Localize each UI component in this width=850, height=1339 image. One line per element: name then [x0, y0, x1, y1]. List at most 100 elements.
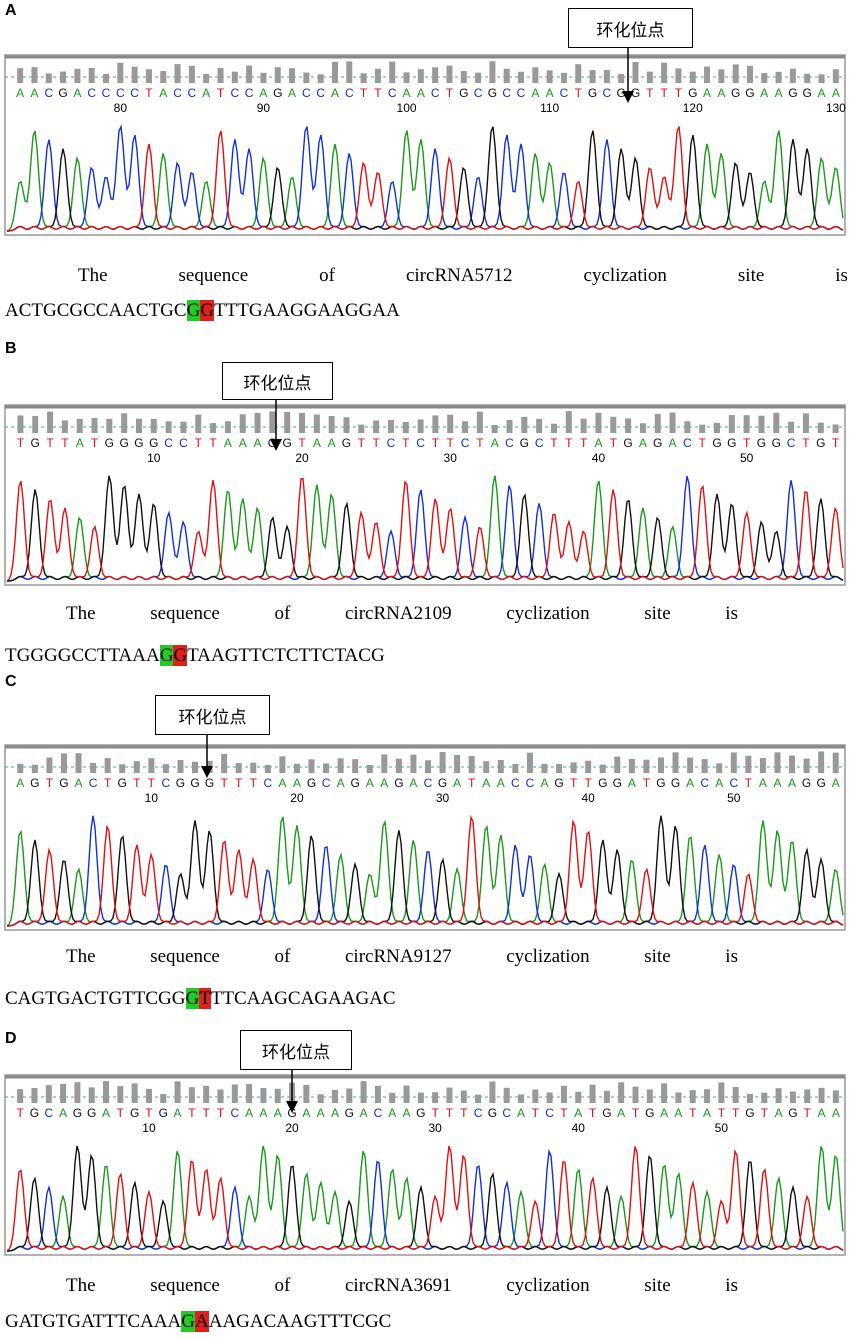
quality-bar: [460, 71, 467, 83]
base-letter: A: [366, 776, 374, 790]
base-letter: C: [517, 86, 526, 100]
base-letter: A: [388, 1106, 396, 1120]
junction-base-1: G: [186, 300, 201, 321]
quality-bar: [614, 756, 621, 773]
quality-bar: [728, 415, 735, 433]
quality-bar: [675, 68, 682, 83]
quality-bar: [60, 71, 67, 83]
quality-bar: [432, 67, 439, 83]
quality-bar: [31, 764, 38, 773]
base-letter: C: [387, 436, 396, 450]
base-letter: C: [535, 436, 544, 450]
quality-bar: [789, 755, 796, 773]
chromatogram-frame: [4, 54, 846, 236]
base-letter: G: [59, 776, 68, 790]
caption-word: cyclization: [506, 603, 590, 624]
base-letter: G: [602, 1106, 611, 1120]
sequence-before: CAGTGACTGTTCGG: [5, 988, 186, 1009]
base-letter: T: [358, 436, 366, 450]
base-letter: T: [46, 776, 54, 790]
base-letter: A: [59, 1106, 67, 1120]
base-letter: A: [531, 86, 539, 100]
base-letter: A: [409, 776, 417, 790]
base-letter: G: [438, 776, 447, 790]
base-letter: T: [46, 436, 54, 450]
caption-word: site: [644, 1275, 671, 1296]
base-letter: A: [540, 776, 548, 790]
base-letter: A: [788, 776, 796, 790]
caption-word: cyclization: [506, 1275, 590, 1296]
base-letter: C: [474, 86, 483, 100]
base-letter: A: [288, 86, 296, 100]
base-letter: T: [643, 776, 651, 790]
quality-bar: [832, 1090, 839, 1103]
base-letter: C: [302, 86, 311, 100]
base-letter: T: [145, 1106, 153, 1120]
base-letter: C: [374, 1106, 383, 1120]
quality-bar: [832, 69, 839, 83]
base-letter: T: [402, 436, 410, 450]
base-letter: A: [639, 436, 647, 450]
base-letter: A: [628, 776, 636, 790]
quality-bar: [231, 1084, 238, 1103]
quality-bar: [462, 421, 469, 433]
position-number: 50: [715, 1121, 729, 1135]
quality-bar: [789, 68, 796, 83]
base-letter: C: [322, 776, 331, 790]
base-letter: G: [623, 436, 632, 450]
base-letter: A: [360, 1106, 368, 1120]
base-letter: T: [148, 776, 156, 790]
chromatogram-frame: [4, 404, 846, 586]
quality-bar: [246, 1084, 253, 1103]
trace: [6, 477, 844, 582]
base-letter: C: [162, 776, 171, 790]
position-number: 110: [540, 101, 559, 115]
base-letter: T: [585, 776, 593, 790]
quality-bar: [704, 1089, 711, 1103]
sequence-after: AAGACAAGTTTCGC: [208, 1311, 392, 1332]
base-letter: G: [283, 436, 292, 450]
quality-bar: [804, 1089, 811, 1103]
quality-bar: [246, 65, 253, 83]
quality-bar: [374, 68, 381, 83]
base-letter: A: [202, 86, 210, 100]
base-letter: A: [337, 776, 345, 790]
base-letter: G: [31, 436, 40, 450]
position-number: 30: [436, 791, 450, 805]
quality-bar: [675, 1092, 682, 1103]
sequence-before: TGGGGCCTTAAA: [5, 645, 160, 666]
base-letter: T: [532, 1106, 540, 1120]
base-letter: C: [87, 86, 96, 100]
base-letter: A: [546, 86, 554, 100]
quality-bar: [802, 413, 809, 433]
base-letter: T: [360, 86, 368, 100]
quality-bar: [358, 424, 365, 433]
quality-bar: [395, 758, 402, 773]
base-letter: T: [460, 1106, 468, 1120]
caption-word: site: [644, 603, 671, 624]
base-letter: A: [491, 436, 499, 450]
caption-word: of: [319, 265, 335, 286]
base-letter: C: [345, 86, 354, 100]
junction-base-2: T: [199, 988, 211, 1009]
base-letter: C: [502, 86, 511, 100]
base-letter: A: [174, 1106, 182, 1120]
base-letter: T: [217, 1106, 225, 1120]
quality-bar: [17, 763, 24, 773]
quality-bar: [323, 763, 330, 773]
quality-bar: [160, 71, 167, 83]
base-letter: G: [149, 436, 158, 450]
quality-bar: [331, 1089, 338, 1103]
base-letter: G: [816, 436, 825, 450]
base-letter: G: [653, 436, 662, 450]
quality-bar: [599, 764, 606, 773]
trace: [6, 475, 844, 582]
quality-bar: [518, 71, 525, 83]
quality-bar: [532, 1089, 539, 1103]
caption-word: of: [274, 603, 291, 624]
quality-bar: [195, 414, 202, 433]
quality-bar: [402, 421, 409, 433]
quality-bar: [661, 62, 668, 83]
base-letter: G: [688, 86, 697, 100]
base-letter: A: [302, 1106, 310, 1120]
